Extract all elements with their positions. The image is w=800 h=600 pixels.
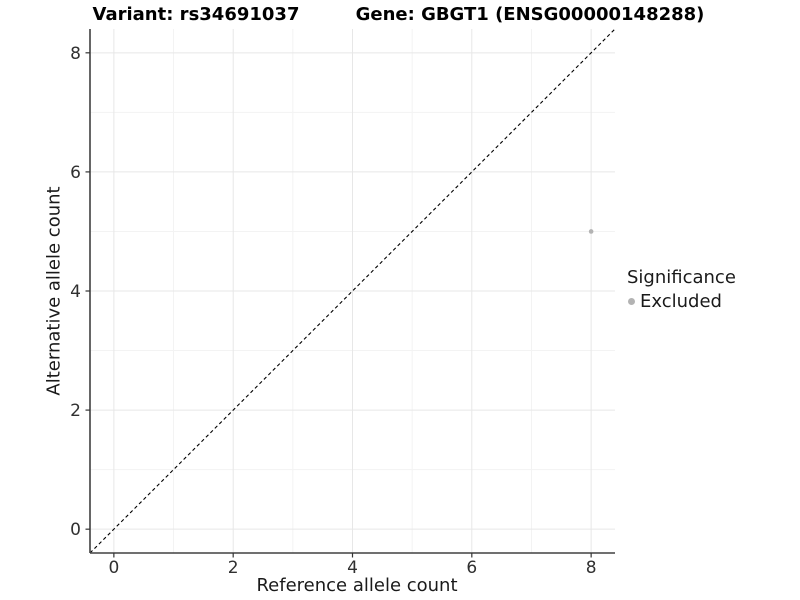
identity-reference-line xyxy=(89,28,616,554)
y-tick-label: 6 xyxy=(70,163,81,183)
y-tick-label: 8 xyxy=(70,44,81,64)
legend-item: Excluded xyxy=(628,291,736,312)
y-tick-label: 2 xyxy=(70,401,81,421)
legend-items: Excluded xyxy=(627,291,736,312)
x-tick-label: 8 xyxy=(586,558,597,578)
variant-title: Variant: rs34691037 xyxy=(92,4,300,25)
x-tick-label: 2 xyxy=(228,558,239,578)
x-axis-title: Reference allele count xyxy=(256,575,458,596)
x-tick-label: 6 xyxy=(466,558,477,578)
data-points xyxy=(588,229,594,234)
legend-title: Significance xyxy=(627,267,736,288)
tick-labels: 0 2 4 6 8 0 2 4 6 8 xyxy=(70,44,596,578)
y-tick-label: 4 xyxy=(70,282,81,302)
y-tick-label: 0 xyxy=(70,520,81,540)
legend-key-dot-icon xyxy=(628,298,635,305)
scatter-point xyxy=(588,229,594,234)
major-gridlines xyxy=(90,29,615,553)
x-tick-label: 4 xyxy=(347,558,358,578)
tick-marks xyxy=(85,52,592,558)
x-tick-label: 0 xyxy=(108,558,119,578)
legend: Significance Excluded xyxy=(627,267,736,312)
gene-title: Gene: GBGT1 (ENSG00000148288) xyxy=(355,4,705,25)
legend-item-label: Excluded xyxy=(640,291,722,312)
y-axis-title: Alternative allele count xyxy=(43,186,65,396)
identity-line xyxy=(89,28,616,554)
